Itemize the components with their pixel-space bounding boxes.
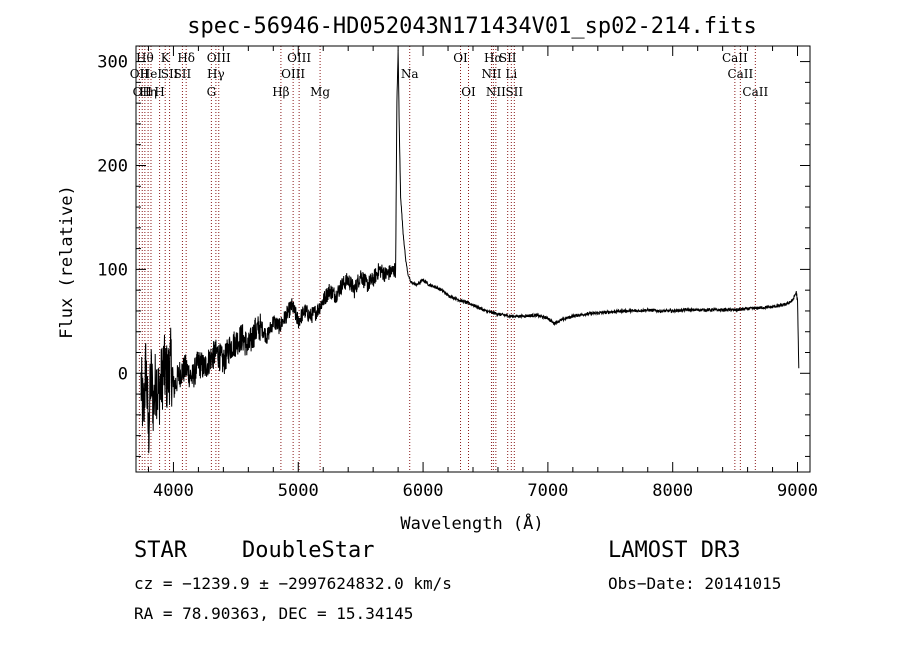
- line-label-25: SII: [505, 85, 523, 99]
- redshift-velocity: cz = −1239.9 ± −2997624832.0 km/s: [134, 574, 452, 593]
- line-label-7: SII: [161, 67, 179, 81]
- spectral-line-markers: [138, 46, 756, 472]
- line-label-10: G: [207, 85, 217, 99]
- line-label-21: Hα: [484, 51, 503, 65]
- spectrum-line: [140, 50, 800, 454]
- survey-name: LAMOST DR3: [608, 538, 741, 563]
- line-label-24: Li: [505, 67, 517, 81]
- x-axis-tick-labels: 4000 5000 6000 7000 8000 9000: [153, 481, 818, 501]
- line-label-0: OII: [130, 67, 150, 81]
- chart-title: spec-56946-HD052043N171434V01_sp02-214.f…: [187, 14, 757, 39]
- line-label-3: Hη: [139, 85, 157, 99]
- line-label-11: Hγ: [207, 67, 225, 81]
- line-label-9: Hδ: [177, 51, 195, 65]
- line-label-20: NII: [481, 67, 501, 81]
- y-axis-tick-labels: 0 100 200 300: [97, 53, 128, 385]
- x-tick-label-3: 7000: [527, 481, 568, 501]
- x-tick-label-4: 8000: [652, 481, 693, 501]
- x-axis-ticks: [147, 46, 799, 472]
- line-label-14: OIII: [281, 67, 305, 81]
- y-tick-label-1: 100: [97, 260, 128, 280]
- line-label-4: HeI: [140, 67, 163, 81]
- line-label-16: Mg: [310, 85, 330, 99]
- x-axis-label: Wavelength (Å): [400, 512, 543, 534]
- sky-coordinates: RA = 78.90363, DEC = 15.34145: [134, 604, 414, 623]
- x-tick-label-5: 9000: [777, 481, 818, 501]
- line-label-26: CaII: [722, 51, 748, 65]
- line-label-15: OIII: [287, 51, 311, 65]
- x-tick-label-2: 6000: [403, 481, 444, 501]
- line-label-17: Na: [401, 67, 419, 81]
- line-label-13: Hβ: [272, 85, 289, 99]
- object-class: STAR: [134, 538, 187, 563]
- line-label-28: CaII: [742, 85, 768, 99]
- line-label-22: NII: [486, 85, 506, 99]
- y-axis-ticks: [136, 61, 810, 457]
- line-label-1: OII: [133, 85, 153, 99]
- y-tick-label-0: 0: [118, 364, 128, 384]
- line-label-12: OIII: [207, 51, 231, 65]
- line-label-18: OI: [453, 51, 468, 65]
- object-subclass: DoubleStar: [242, 538, 375, 563]
- x-tick-label-0: 4000: [153, 481, 194, 501]
- line-label-27: CaII: [727, 67, 753, 81]
- line-label-2: Hθ: [136, 51, 154, 65]
- observation-date: Obs−Date: 20141015: [608, 574, 782, 593]
- line-label-19: OI: [461, 85, 476, 99]
- line-label-6: K: [161, 51, 171, 65]
- x-tick-label-1: 5000: [278, 481, 319, 501]
- y-axis-label: Flux (relative): [57, 185, 77, 339]
- spectral-line-labels: OIIOIIHθHηHeIHKSIISIIHδGHγOIIIHβOIIIOIII…: [130, 51, 769, 99]
- line-label-5: H: [154, 85, 164, 99]
- y-tick-label-2: 200: [97, 156, 128, 176]
- line-label-23: SII: [499, 51, 517, 65]
- plot-frame: [135, 45, 811, 473]
- line-label-8: SII: [174, 67, 192, 81]
- y-tick-label-3: 300: [97, 53, 128, 73]
